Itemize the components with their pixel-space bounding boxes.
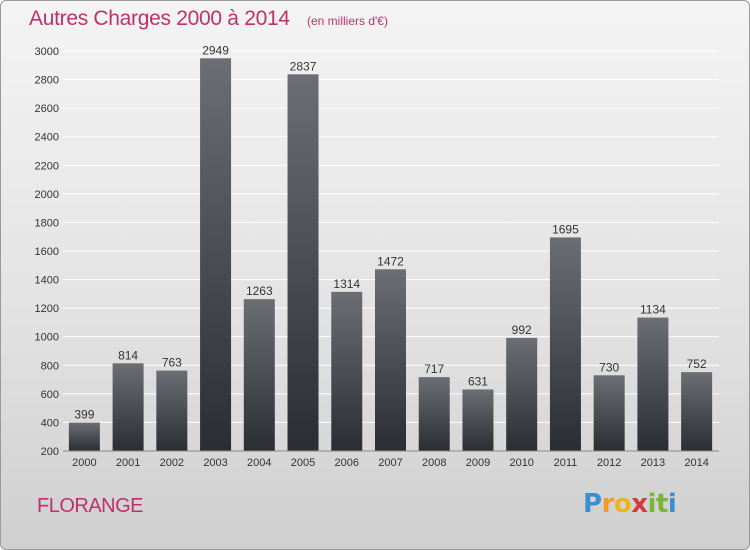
logo-letter: t bbox=[655, 489, 668, 519]
logo-letter: r bbox=[601, 489, 615, 519]
x-tick-label: 2001 bbox=[116, 457, 140, 469]
bar bbox=[462, 389, 494, 451]
bar-value-label: 752 bbox=[687, 357, 707, 371]
bar bbox=[68, 422, 100, 451]
x-tick-label: 2008 bbox=[422, 457, 446, 469]
y-tick-label: 2400 bbox=[35, 132, 59, 144]
y-tick-label: 2200 bbox=[35, 160, 59, 172]
x-tick-label: 2006 bbox=[335, 457, 359, 469]
bar bbox=[112, 363, 144, 451]
bar-value-label: 717 bbox=[424, 362, 444, 376]
x-tick-label: 2000 bbox=[72, 457, 96, 469]
y-tick-label: 2000 bbox=[35, 189, 59, 201]
y-tick-label: 600 bbox=[41, 389, 59, 401]
bar bbox=[637, 317, 669, 451]
bar bbox=[287, 74, 319, 452]
x-tick-label: 2005 bbox=[291, 457, 315, 469]
y-tick-label: 800 bbox=[41, 360, 59, 372]
y-tick-label: 1800 bbox=[35, 217, 59, 229]
unit-note: (en milliers d'€) bbox=[307, 14, 388, 28]
bar-value-label: 399 bbox=[74, 408, 94, 422]
bar-value-label: 1472 bbox=[377, 254, 404, 268]
y-tick-label: 1200 bbox=[35, 303, 59, 315]
x-tick-label: 2011 bbox=[554, 457, 578, 469]
bar-value-label: 631 bbox=[468, 374, 488, 388]
bar bbox=[156, 370, 188, 451]
logo-letter: i bbox=[647, 489, 657, 519]
x-tick-label: 2012 bbox=[597, 457, 621, 469]
bar bbox=[418, 377, 450, 451]
bar bbox=[331, 291, 363, 451]
x-tick-label: 2002 bbox=[160, 457, 184, 469]
logo-letter: o bbox=[613, 489, 632, 519]
proxiti-logo: Proxiti bbox=[583, 489, 677, 519]
bar-value-label: 992 bbox=[512, 323, 532, 337]
y-tick-label: 2800 bbox=[35, 75, 59, 87]
bar-value-label: 763 bbox=[162, 356, 182, 370]
y-tick-label: 3000 bbox=[35, 46, 59, 58]
x-tick-label: 2009 bbox=[466, 457, 490, 469]
y-tick-label: 1400 bbox=[35, 275, 59, 287]
y-tick-label: 2600 bbox=[35, 103, 59, 115]
bar-value-label: 1695 bbox=[552, 222, 579, 236]
bar bbox=[243, 299, 275, 451]
x-tick-label: 2003 bbox=[203, 457, 227, 469]
bar bbox=[681, 372, 713, 451]
bar-value-label: 2949 bbox=[202, 43, 229, 57]
y-tick-label: 400 bbox=[41, 417, 59, 429]
logo-letter: x bbox=[631, 489, 648, 519]
bar bbox=[375, 269, 406, 451]
y-tick-label: 1000 bbox=[35, 332, 59, 344]
x-tick-label: 2010 bbox=[509, 457, 533, 469]
logo-letter: P bbox=[583, 489, 602, 519]
bar-value-label: 1314 bbox=[333, 277, 360, 291]
bar-value-label: 2837 bbox=[290, 59, 317, 73]
x-tick-label: 2014 bbox=[684, 457, 708, 469]
bar bbox=[549, 237, 581, 451]
bar-value-label: 1134 bbox=[640, 303, 666, 317]
logo-letter: i bbox=[667, 489, 677, 519]
chart-title: Autres Charges 2000 à 2014 bbox=[29, 7, 290, 30]
bar-value-label: 1263 bbox=[246, 284, 273, 298]
bar-value-label: 814 bbox=[118, 348, 138, 362]
y-tick-label: 200 bbox=[41, 446, 59, 458]
x-tick-label: 2007 bbox=[378, 457, 402, 469]
y-tick-label: 1600 bbox=[35, 246, 59, 258]
bar-value-label: 730 bbox=[599, 360, 619, 374]
bar bbox=[200, 58, 232, 452]
bar bbox=[593, 375, 625, 451]
bar bbox=[506, 337, 538, 451]
x-tick-label: 2004 bbox=[247, 457, 271, 469]
city-name: FLORANGE bbox=[37, 495, 144, 517]
x-tick-label: 2013 bbox=[641, 457, 665, 469]
